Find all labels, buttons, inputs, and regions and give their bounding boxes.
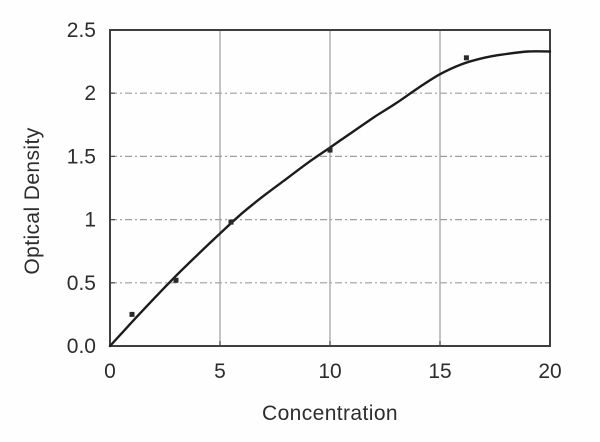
data-point-marker [173, 277, 179, 283]
y-tick-label: 2 [84, 82, 96, 105]
data-point-marker [129, 311, 135, 317]
y-tick-label: 1.5 [67, 145, 96, 168]
x-tick-label: 10 [318, 360, 341, 383]
data-point-marker [463, 55, 469, 61]
x-tick-label: 15 [428, 360, 451, 383]
x-tick-label: 20 [538, 360, 561, 383]
data-point-marker [327, 147, 333, 153]
data-point-marker [228, 219, 234, 225]
y-axis-title: Optical Density [21, 127, 44, 275]
x-tick-label: 5 [214, 360, 226, 383]
x-axis-title: Concentration [262, 402, 398, 425]
y-tick-label: 0.5 [67, 272, 96, 295]
y-tick-label: 2.5 [67, 19, 96, 42]
plot-frame [109, 29, 551, 347]
y-tick-label: 0.0 [67, 335, 96, 358]
y-tick-label: 1 [84, 209, 96, 232]
x-tick-label: 0 [104, 360, 116, 383]
